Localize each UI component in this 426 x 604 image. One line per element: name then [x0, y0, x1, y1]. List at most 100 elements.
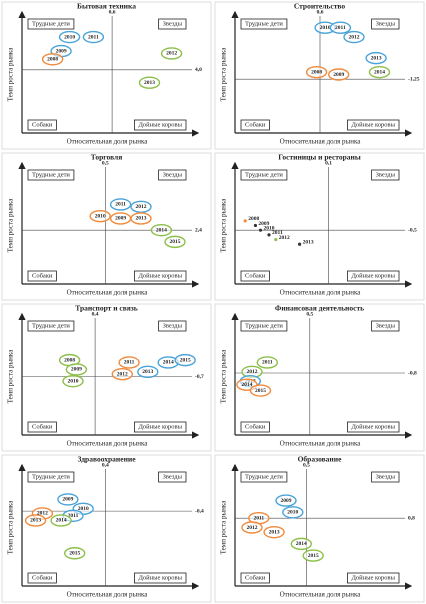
quadrant-label: Собаки — [32, 121, 53, 128]
quadrant-box — [240, 119, 270, 131]
point-label: 2014 — [296, 541, 307, 547]
y-axis-label: Темп роста рынка — [220, 198, 228, 253]
x-axis-label: Относительная доля рынка — [67, 440, 149, 448]
quadrant-box — [158, 169, 187, 181]
point-label: 2012 — [349, 34, 360, 40]
point-label: 2012 — [166, 51, 177, 57]
point-label: 2013 — [142, 369, 153, 375]
chart-panel: Бытовая техника Темп роста рынка Относител… — [1, 1, 212, 150]
quadrant-label: Трудные дети — [245, 473, 283, 480]
x-tick-label: 0,5 — [306, 311, 313, 317]
panel-frame — [214, 454, 425, 603]
chart-panel: Торговля Темп роста рынка Относительная до… — [1, 152, 212, 301]
y-axis-label: Темп роста рынка — [7, 500, 15, 555]
y-tick-label: -0,8 — [408, 370, 417, 376]
x-axis-label: Относительная доля рынка — [67, 289, 149, 297]
quadrant-label: Собаки — [32, 272, 53, 279]
quadrant-box — [27, 270, 57, 282]
quadrant-box — [27, 471, 75, 483]
quadrant-box — [134, 270, 187, 282]
quadrant-label: Собаки — [245, 272, 266, 279]
quadrant-box — [240, 270, 270, 282]
y-axis-label: Темп роста рынка — [220, 47, 228, 102]
data-point — [130, 200, 152, 213]
point-label: 2011 — [335, 25, 346, 31]
y-tick-label: -0,7 — [195, 374, 204, 380]
quadrant-box — [371, 18, 400, 30]
data-point — [258, 228, 263, 232]
y-axis-label: Темп роста рынка — [220, 349, 228, 404]
quadrant-box — [27, 169, 75, 181]
quadrant-box — [240, 18, 288, 30]
point-label: 2014 — [156, 227, 167, 233]
quadrant-label: Звезды — [163, 171, 183, 178]
quadrant-box — [240, 320, 288, 332]
x-tick-label: 0,1 — [325, 160, 332, 166]
x-tick-label: 0,4 — [92, 311, 99, 317]
chart-panel: Гостиницы и рестораны Темп роста рынка Отн… — [214, 152, 425, 301]
point-label: 2011 — [272, 230, 283, 236]
point-label: 2010 — [95, 213, 106, 219]
quadrant-box — [347, 270, 400, 282]
quadrant-label: Звезды — [163, 20, 183, 27]
data-point — [302, 549, 324, 562]
data-point — [164, 235, 186, 249]
panel-frame — [1, 454, 212, 603]
point-label: 2012 — [117, 371, 128, 377]
data-point — [82, 30, 105, 44]
point-label: 2010 — [320, 25, 331, 31]
data-point — [62, 374, 84, 388]
panel-frame — [214, 152, 425, 301]
data-point — [50, 514, 72, 527]
data-point — [174, 353, 196, 367]
panel-frame — [1, 152, 212, 301]
point-label: 2013 — [371, 55, 382, 61]
point-label: 2012 — [136, 204, 147, 210]
data-point — [267, 233, 271, 237]
point-label: 2010 — [64, 34, 75, 40]
data-point — [274, 237, 278, 242]
chart-panel: Финансовая деятельность Темп роста рынка О… — [214, 303, 425, 452]
quadrant-box — [371, 169, 400, 181]
y-tick-label: 2,4 — [195, 227, 202, 233]
quadrant-label: Дойные коровы — [138, 121, 182, 128]
quadrant-box — [27, 119, 57, 131]
quadrant-box — [134, 572, 187, 584]
quadrant-box — [27, 320, 75, 332]
y-tick-label: 4,0 — [195, 67, 202, 73]
quadrant-box — [158, 18, 187, 30]
point-label: 2014 — [56, 518, 67, 524]
quadrant-label: Дойные коровы — [138, 272, 182, 279]
chart-title: Образование — [298, 455, 342, 464]
chart-panel: Образование Темп роста рынка Относительная… — [214, 454, 425, 603]
quadrant-box — [347, 119, 400, 131]
quadrant-label: Трудные дети — [32, 473, 70, 480]
point-label: 2010 — [264, 225, 275, 231]
quadrant-box — [134, 119, 187, 131]
point-label: 2014 — [163, 360, 174, 366]
data-point — [365, 51, 387, 65]
chart-title: Гостиницы и рестораны — [278, 153, 361, 162]
chart-title: Строительство — [294, 2, 346, 11]
point-label: 2009 — [258, 221, 269, 227]
panel-frame — [1, 1, 212, 150]
x-axis-label: Относительная доля рынка — [280, 138, 362, 146]
quadrant-label: Дойные коровы — [351, 121, 395, 128]
quadrant-label: Звезды — [376, 20, 396, 27]
x-tick-label: 0,5 — [303, 462, 310, 468]
quadrant-box — [158, 471, 187, 483]
x-tick-label: 0,6 — [109, 9, 116, 15]
y-tick-label: -0,4 — [195, 508, 204, 514]
point-label: 2011 — [68, 513, 79, 519]
quadrant-label: Звезды — [376, 322, 396, 329]
data-point — [130, 212, 152, 225]
quadrant-box — [347, 572, 400, 584]
x-axis-label: Относительная доля рынка — [67, 138, 149, 146]
point-label: 2015 — [308, 553, 319, 559]
point-label: 2013 — [136, 216, 147, 222]
point-label: 2008 — [64, 357, 75, 363]
point-label: 2010 — [68, 378, 79, 384]
quadrant-box — [240, 572, 270, 584]
point-label: 2013 — [303, 239, 314, 245]
quadrant-box — [371, 471, 400, 483]
